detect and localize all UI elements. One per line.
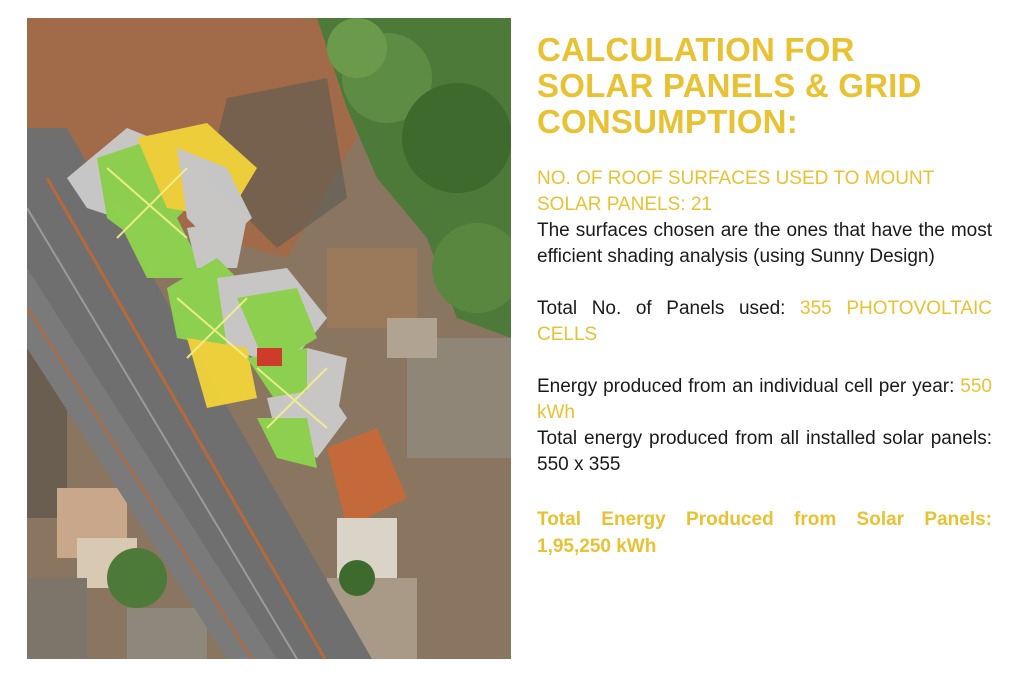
calculation-panel: CALCULATION FOR SOLAR PANELS & GRID CONS… bbox=[537, 32, 992, 560]
panels-used-label: Total No. of Panels used: bbox=[537, 298, 801, 319]
total-energy-result: Total Energy Produced from Solar Panels:… bbox=[537, 509, 992, 557]
energy-per-cell-label: Energy produced from an individual cell … bbox=[537, 376, 961, 397]
energy-per-cell-line: Energy produced from an individual cell … bbox=[537, 374, 992, 426]
aerial-site-image bbox=[27, 18, 511, 659]
panels-used-line: Total No. of Panels used: 355 PHOTOVOLTA… bbox=[537, 296, 992, 348]
roof-surfaces-description: The surfaces chosen are the ones that ha… bbox=[537, 220, 992, 267]
roof-surfaces-heading: NO. OF ROOF SURFACES USED TO MOUNT SOLAR… bbox=[537, 168, 935, 215]
energy-total-calculation: Total energy produced from all installed… bbox=[537, 428, 992, 475]
energy-per-cell-value: 550 kWh bbox=[537, 376, 992, 423]
page-title: CALCULATION FOR SOLAR PANELS & GRID CONS… bbox=[537, 31, 922, 140]
panels-used-value: 355 PHOTOVOLTAIC CELLS bbox=[537, 298, 993, 345]
